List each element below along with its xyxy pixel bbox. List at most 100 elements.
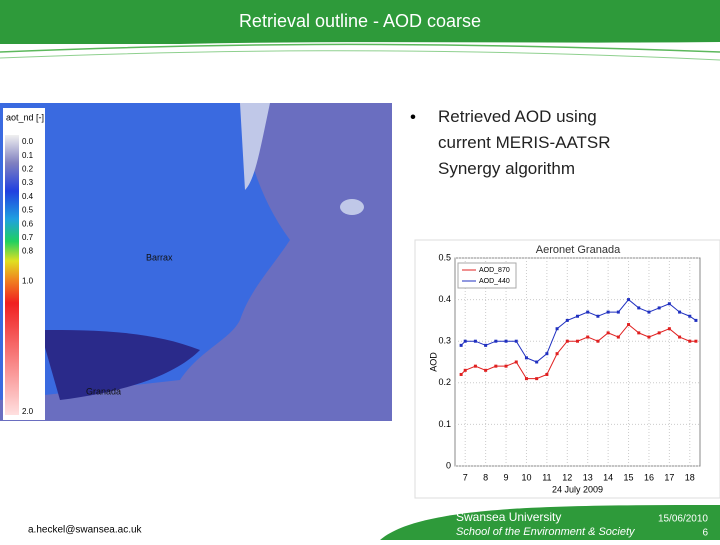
series-point [616, 310, 620, 314]
series-point [473, 339, 477, 343]
series-point [524, 356, 528, 360]
x-tick-label: 13 [583, 472, 593, 482]
series-point [647, 310, 651, 314]
colorbar-label: 0.1 [22, 151, 34, 160]
colorbar-title: aot_nd [-] [6, 112, 44, 122]
series-point [463, 339, 467, 343]
x-tick-label: 15 [624, 472, 634, 482]
series-point [514, 339, 518, 343]
series-point [555, 327, 559, 331]
y-tick-label: 0.2 [438, 377, 451, 387]
x-tick-label: 10 [521, 472, 531, 482]
series-point [667, 327, 671, 331]
series-point [473, 364, 477, 368]
series-point [535, 377, 539, 381]
series-point [688, 339, 692, 343]
colorbar-label: 0.0 [22, 137, 34, 146]
y-tick-label: 0.5 [438, 252, 451, 262]
y-tick-label: 0.3 [438, 336, 451, 346]
y-axis-label: AOD [428, 352, 438, 372]
series-point [565, 318, 569, 322]
place-label: Barrax [146, 252, 173, 262]
x-tick-label: 16 [644, 472, 654, 482]
series-point [586, 310, 590, 314]
series-point [514, 360, 518, 364]
x-tick-label: 12 [562, 472, 572, 482]
footer-university: Swansea University [456, 510, 561, 524]
bullet-text: Retrieved AOD using current MERIS-AATSR Sy… [438, 107, 611, 178]
series-point [606, 310, 610, 314]
series-point [627, 298, 631, 302]
colorbar-label: 0.6 [22, 219, 34, 228]
footer-school: School of the Environment & Society [456, 526, 636, 538]
x-tick-label: 7 [463, 472, 468, 482]
map-land [0, 103, 290, 400]
series-point [667, 302, 671, 306]
x-tick-label: 14 [603, 472, 613, 482]
series-point [484, 368, 488, 372]
bullet-dot: • [410, 107, 416, 126]
series-point [494, 339, 498, 343]
map-cloud [240, 103, 270, 190]
legend-label: AOD_870 [479, 267, 510, 274]
series-point [596, 339, 600, 343]
footer-email: a.heckel@swansea.ac.uk [28, 525, 143, 536]
place-label: Granada [86, 386, 121, 396]
series-point [678, 335, 682, 339]
header-line [0, 43, 720, 53]
series-point [459, 372, 463, 376]
series-point [524, 377, 528, 381]
colorbar-label: 0.3 [22, 178, 34, 187]
series-point [459, 343, 463, 347]
colorbar-label: 0.4 [22, 192, 34, 201]
series-point [694, 318, 698, 322]
series-point [494, 364, 498, 368]
colorbar-label: 0.7 [22, 233, 34, 242]
series-point [545, 372, 549, 376]
colorbar [5, 135, 19, 415]
series-point [657, 306, 661, 310]
chart-title: Aeronet Granada [536, 244, 621, 256]
colorbar-label: 2.0 [22, 407, 34, 416]
series-point [535, 360, 539, 364]
x-tick-label: 11 [542, 472, 551, 482]
series-point [694, 339, 698, 343]
y-tick-label: 0.1 [438, 419, 451, 429]
series-point [688, 314, 692, 318]
footer-date: 15/06/2010 [658, 514, 708, 525]
series-point [647, 335, 651, 339]
footer-bar [380, 505, 720, 540]
x-tick-label: 8 [483, 472, 488, 482]
colorbar-label: 0.5 [22, 206, 34, 215]
series-point [637, 331, 641, 335]
plot-area [454, 257, 701, 467]
colorbar-label: 1.0 [22, 276, 34, 285]
x-tick-label: 17 [664, 472, 674, 482]
series-point [586, 335, 590, 339]
series-point [504, 364, 508, 368]
series-point [555, 352, 559, 356]
series-point [463, 368, 467, 372]
series-point [637, 306, 641, 310]
y-tick-label: 0.4 [438, 294, 451, 304]
x-axis-label: 24 July 2009 [552, 484, 603, 494]
map-land [40, 330, 200, 400]
map-island [340, 199, 364, 215]
series-point [596, 314, 600, 318]
colorbar-label: 0.8 [22, 247, 34, 256]
header-bar [0, 0, 720, 44]
series-point [616, 335, 620, 339]
series-point [545, 352, 549, 356]
legend-label: AOD_440 [479, 278, 510, 285]
series-point [606, 331, 610, 335]
colorbar-label: 0.2 [22, 165, 34, 174]
legend-box [457, 262, 517, 289]
x-tick-label: 9 [504, 472, 509, 482]
series-point [576, 339, 579, 343]
series-point [627, 323, 631, 327]
x-tick-label: 18 [685, 472, 695, 482]
series-point [484, 343, 488, 347]
series-point [657, 331, 661, 335]
series-point [678, 310, 682, 314]
